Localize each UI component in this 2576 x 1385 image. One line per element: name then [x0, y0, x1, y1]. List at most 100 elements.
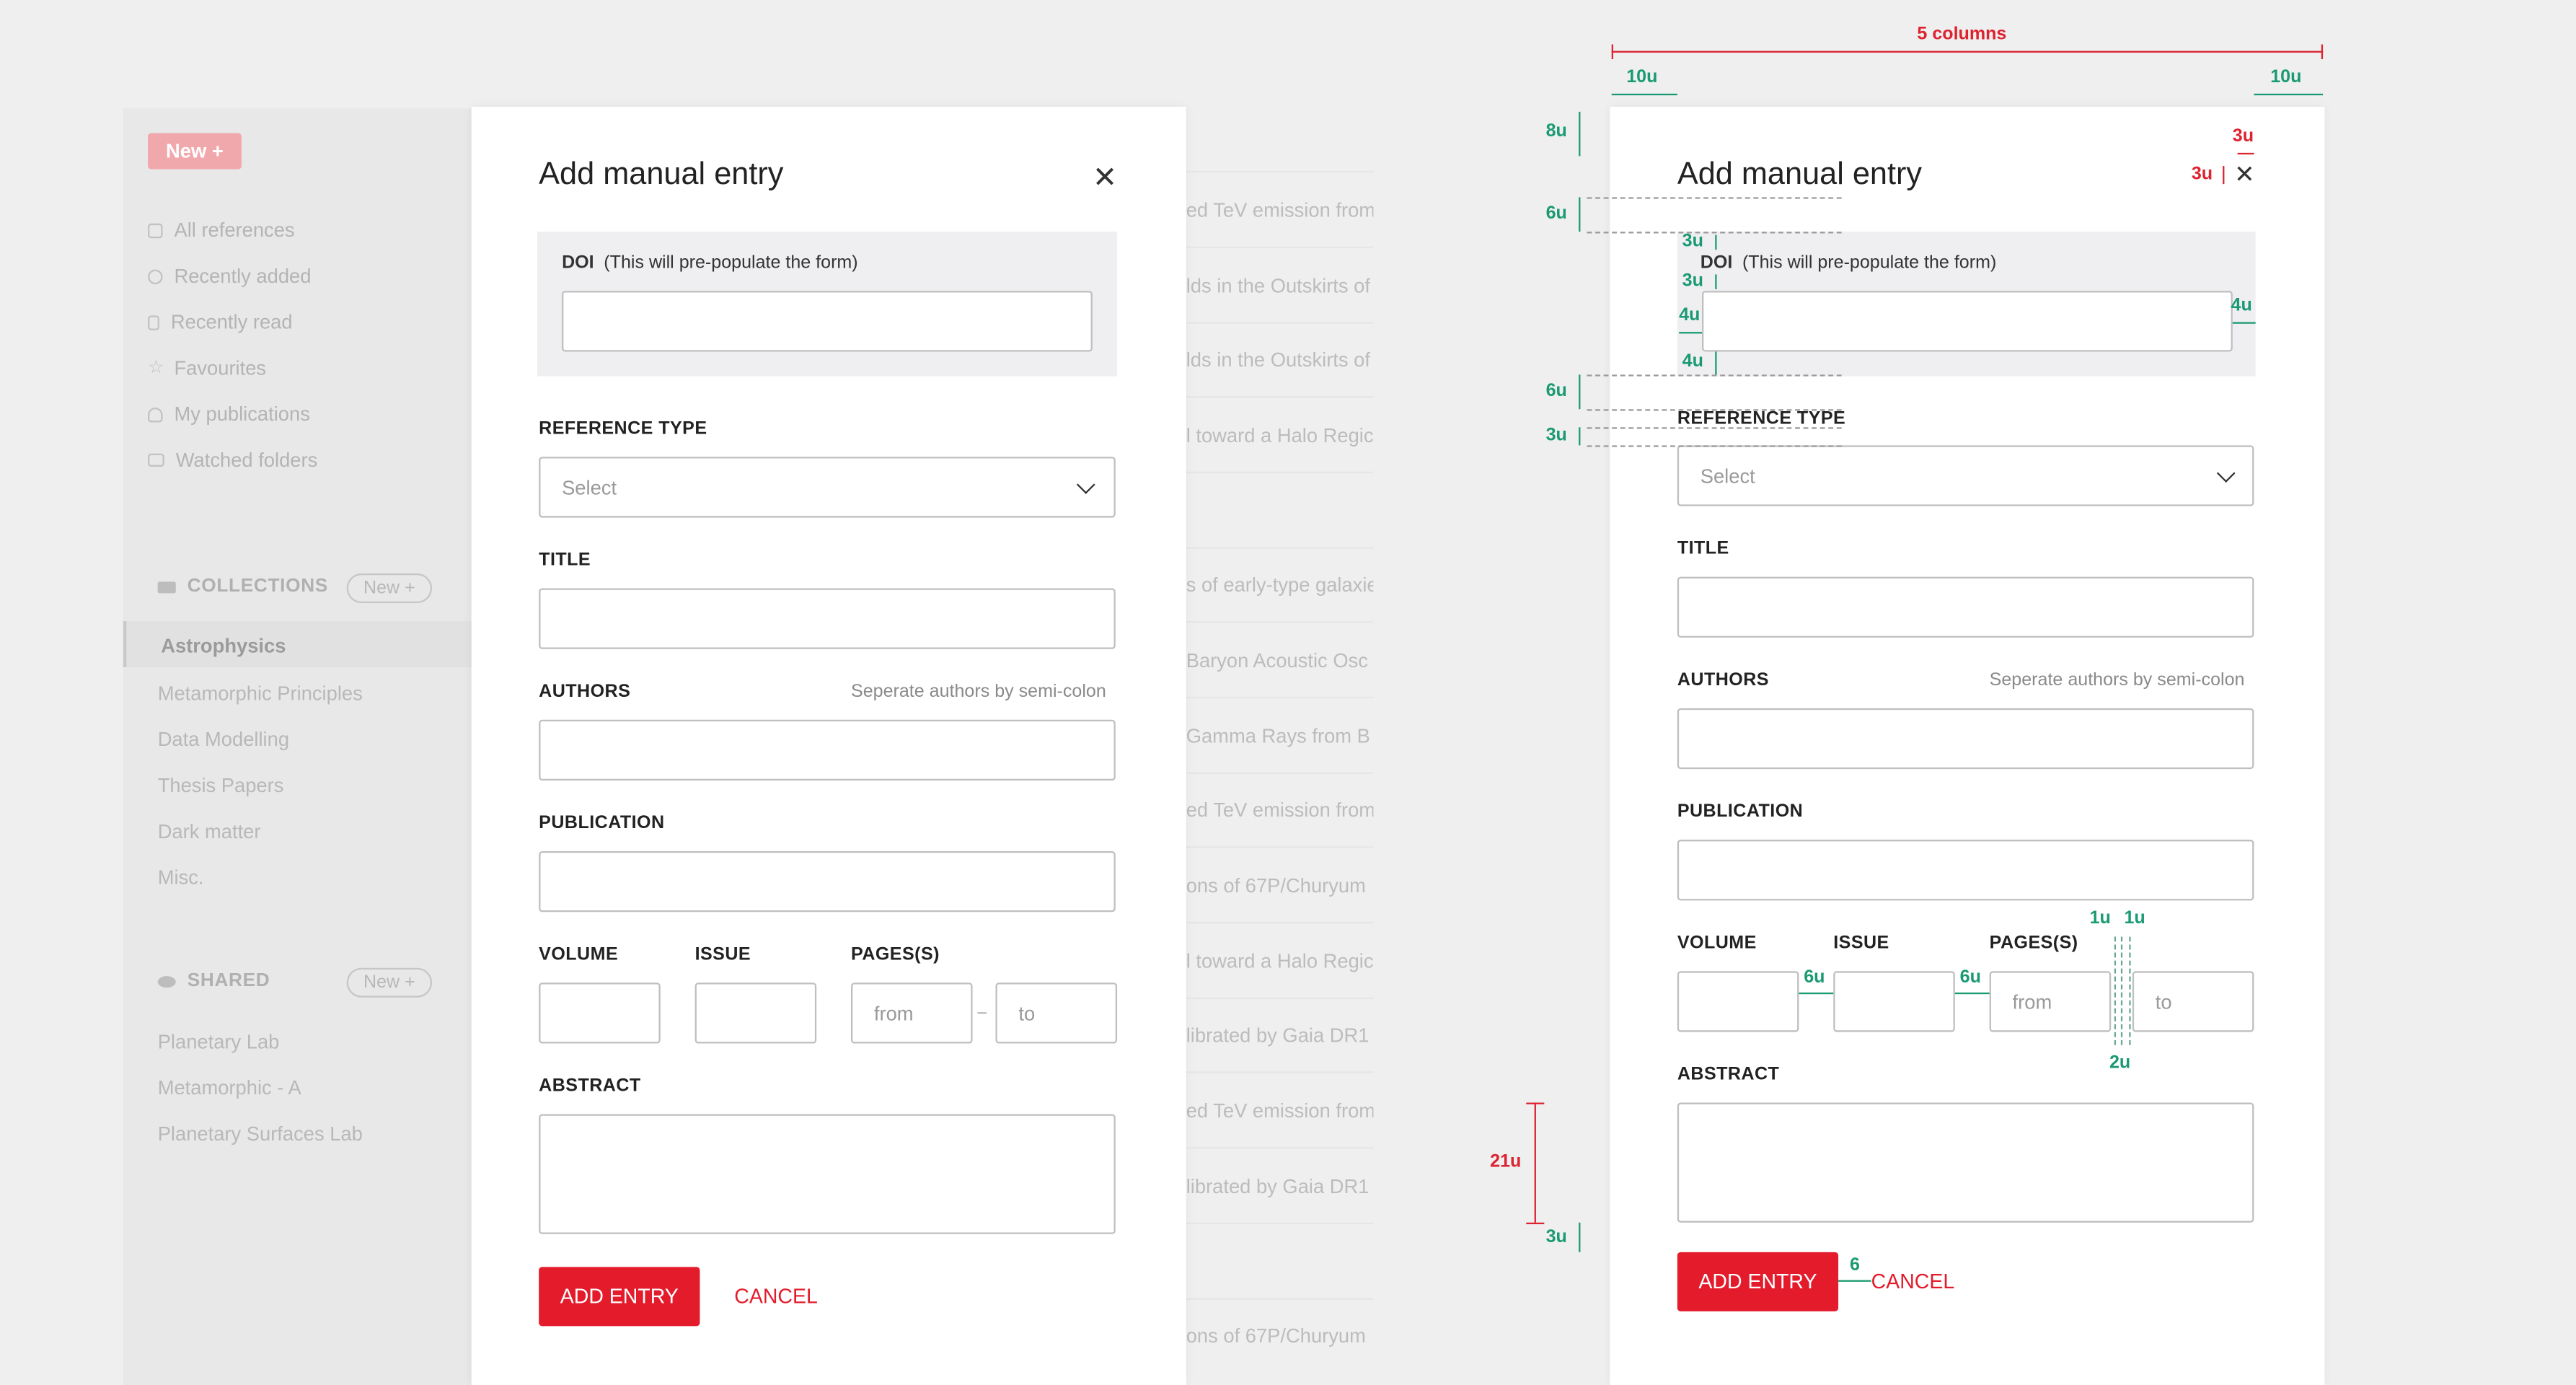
nav-recently-read[interactable]: Recently read: [148, 311, 293, 333]
close-icon[interactable]: ✕: [1092, 161, 1118, 194]
spec-volume-input: [1677, 971, 1799, 1032]
layers-icon: [148, 222, 163, 238]
list-item[interactable]: Baryon Acoustic Osc: [1186, 648, 1368, 672]
reference-type-value: Select: [562, 476, 617, 500]
list-item[interactable]: ons of 67P/Churyum: [1186, 874, 1366, 897]
list-item[interactable]: ed TeV emission from: [1186, 1099, 1374, 1122]
spacing-measure: [1579, 374, 1581, 410]
list-item[interactable]: ed TeV emission from: [1186, 799, 1374, 822]
collection-item[interactable]: Misc.: [157, 866, 204, 889]
dash-total-annotation: 2u: [2109, 1053, 2131, 1073]
collection-item[interactable]: Metamorphic Principles: [157, 682, 363, 705]
list-item[interactable]: librated by Gaia DR1: [1186, 1174, 1369, 1198]
list-item[interactable]: lds in the Outskirts of: [1186, 274, 1370, 298]
guide-dash: [1587, 374, 1842, 377]
spacing-measure: [1579, 197, 1581, 232]
pages-from-placeholder: from: [873, 1002, 914, 1026]
abstract-height-annotation: 21u: [1490, 1151, 1522, 1172]
top-padding-annotation: 8u: [1545, 121, 1567, 141]
volume-input[interactable]: [539, 982, 661, 1044]
list-item[interactable]: ons of 67P/Churyum: [1186, 1324, 1366, 1347]
spec-reference-type-select: [1677, 445, 2254, 506]
list-divider: [1186, 1071, 1374, 1073]
list-item[interactable]: l toward a Halo Regic: [1186, 949, 1374, 973]
spec-modal-title: Add manual entry: [1677, 157, 1923, 193]
spec-volume-label: VOLUME: [1677, 933, 1757, 954]
list-item[interactable]: l toward a Halo Regic: [1186, 423, 1374, 447]
button-spacing-annotation: 6: [1850, 1255, 1860, 1275]
collection-item[interactable]: Dark matter: [157, 819, 261, 843]
nav-favourites[interactable]: ☆ Favourites: [148, 356, 267, 380]
columns-measure-line: [1611, 50, 2324, 53]
doi-left-annotation: 4u: [1679, 305, 1701, 326]
list-item[interactable]: Gamma Rays from B: [1186, 724, 1370, 748]
shared-item[interactable]: Planetary Surfaces Lab: [157, 1122, 363, 1146]
pages-from-input[interactable]: [851, 982, 973, 1044]
collections-new-button[interactable]: New +: [346, 573, 433, 604]
publication-input[interactable]: [539, 851, 1116, 913]
spec-pages-label: PAGES(S): [1989, 933, 2078, 954]
person-icon: [148, 406, 163, 422]
list-item[interactable]: ed TeV emission from: [1186, 198, 1374, 222]
list-divider: [1186, 322, 1374, 324]
spec-reference-type-value: Select: [1700, 465, 1755, 488]
list-divider: [1186, 547, 1374, 549]
list-divider: [1186, 246, 1374, 248]
authors-input[interactable]: [539, 719, 1116, 781]
publication-label: PUBLICATION: [539, 813, 665, 833]
shared-item[interactable]: Metamorphic - A: [157, 1076, 301, 1099]
pages-to-input[interactable]: [995, 982, 1118, 1044]
spec-authors-label: AUTHORS: [1677, 670, 1769, 690]
add-entry-button[interactable]: ADD ENTRY: [539, 1267, 700, 1327]
close-offset-line: [2237, 152, 2254, 155]
doi-input[interactable]: [562, 291, 1093, 352]
guide-dash: [1587, 427, 1842, 429]
doi-top-annotation: 3u: [1682, 232, 1703, 252]
guide-dash: [1587, 445, 1842, 447]
collection-item-astrophysics[interactable]: Astrophysics: [161, 634, 286, 658]
list-divider: [1186, 621, 1374, 623]
issue-input[interactable]: [694, 982, 817, 1044]
doi-label: DOI (This will pre-populate the form): [562, 252, 858, 273]
list-item[interactable]: s of early-type galaxie: [1186, 573, 1374, 597]
spec-publication-input: [1677, 840, 2254, 901]
collection-item[interactable]: Data Modelling: [157, 728, 290, 752]
measure-tick: [1611, 44, 1613, 60]
spec-issue-input: [1833, 971, 1955, 1032]
nav-my-publications[interactable]: My publications: [148, 403, 310, 426]
nav-all-references[interactable]: All references: [148, 219, 295, 242]
margin-right-annotation: 10u: [2270, 67, 2302, 87]
input-gap-line: [1954, 992, 1990, 995]
shared-new-button[interactable]: New +: [346, 967, 433, 998]
reference-type-select[interactable]: [539, 457, 1116, 518]
abstract-label: ABSTRACT: [539, 1076, 641, 1096]
nav-recently-added[interactable]: Recently added: [148, 265, 311, 288]
top-padding-measure: [1579, 111, 1581, 157]
spec-close-icon: ✕: [2234, 161, 2255, 189]
nav-watched-folders[interactable]: Watched folders: [148, 449, 317, 472]
doi-left-line: [1679, 332, 1703, 334]
abstract-textarea[interactable]: [539, 1114, 1116, 1234]
stack-icon: [157, 581, 176, 593]
reference-type-label: REFERENCE TYPE: [539, 418, 707, 439]
new-button[interactable]: New +: [148, 133, 242, 170]
measure-tick: [1526, 1102, 1545, 1104]
spec-authors-hint: Seperate authors by semi-colon: [1989, 670, 2245, 690]
collections-heading: COLLECTIONS: [157, 577, 328, 597]
collection-item[interactable]: Thesis Papers: [157, 773, 284, 797]
list-divider: [1186, 846, 1374, 848]
shared-item[interactable]: Planetary Lab: [157, 1030, 280, 1054]
list-item[interactable]: lds in the Outskirts of: [1186, 348, 1370, 371]
list-divider: [1186, 1222, 1374, 1225]
pages-to-placeholder: to: [1018, 1002, 1036, 1026]
doi-right-annotation: 4u: [2231, 296, 2252, 316]
dash-gap-right-annotation: 1u: [2124, 908, 2145, 929]
collection-item-active[interactable]: [123, 621, 472, 667]
input-gap-annotation: 6u: [1804, 967, 1825, 988]
title-input[interactable]: [539, 588, 1116, 649]
guide-dash: [2129, 936, 2131, 1045]
close-gap-annotation: 3u: [2191, 164, 2213, 185]
list-item[interactable]: librated by Gaia DR1: [1186, 1024, 1369, 1047]
cancel-button[interactable]: CANCEL: [734, 1285, 818, 1309]
